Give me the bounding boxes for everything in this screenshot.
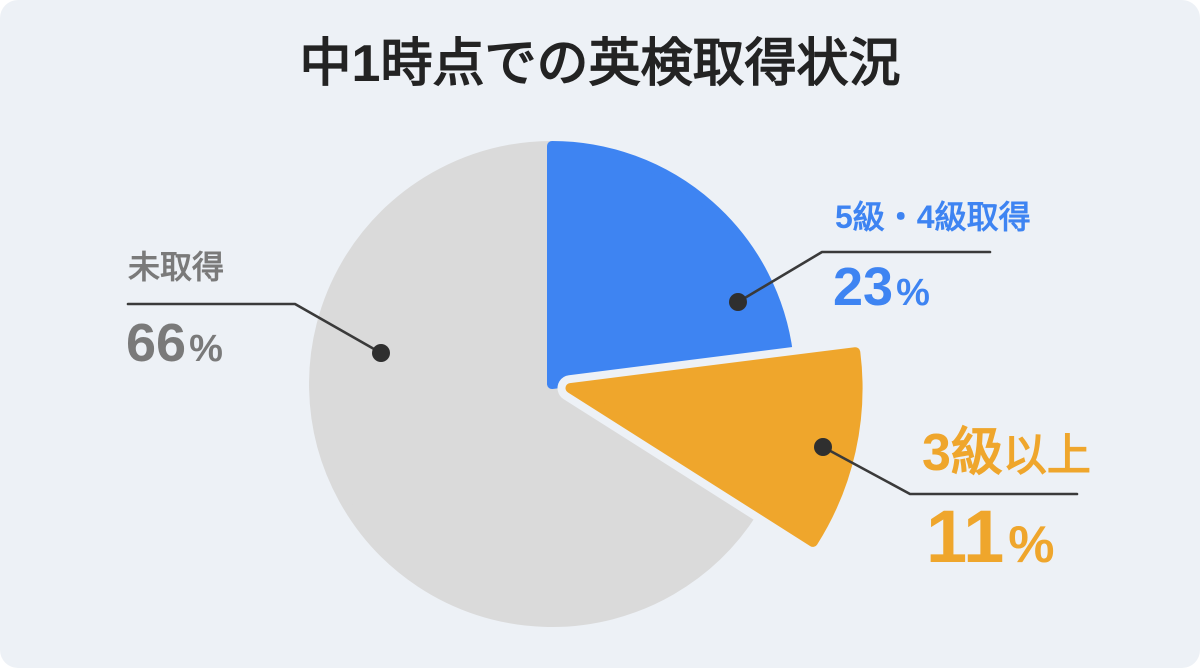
pie-slice-grade3plus <box>565 347 863 547</box>
anchor-dot-grade5-4 <box>729 293 747 311</box>
slice-percent-number: 11 <box>926 495 1005 578</box>
chart-title: 中1時点での英検取得状況 <box>299 35 901 93</box>
slice-label-not-acquired: 未取得 <box>128 249 225 285</box>
percent-sign: % <box>189 328 223 370</box>
leader-line-grade5-4 <box>736 250 992 304</box>
slice-value-grade3plus: 11% <box>922 500 1091 574</box>
anchor-dot-grade3plus <box>814 438 832 456</box>
slice-label-grade3plus: 3級以上 <box>922 427 1091 479</box>
slice-label-grade5-4: 5級・4級取得 <box>835 199 1031 235</box>
callout-grade5-4: 5級・4級取得 23% <box>833 201 1031 314</box>
slice-value-grade5-4: 23% <box>833 260 1031 314</box>
percent-sign: % <box>1008 516 1055 574</box>
leader-line-grade3plus <box>821 445 1079 496</box>
callout-grade3plus: 3級以上 11% <box>922 427 1091 574</box>
slice-label-suffix: 以上 <box>1002 431 1091 480</box>
anchor-dot-not-acquired <box>372 344 390 362</box>
leader-line-not-acquired <box>126 302 383 355</box>
percent-sign: % <box>896 272 930 314</box>
callout-not-acquired: 未取得 66% <box>126 251 224 370</box>
slice-value-not-acquired: 66% <box>126 316 224 370</box>
slice-label-main: 3級 <box>922 424 1003 482</box>
slice-percent-number: 66 <box>126 313 187 373</box>
pie-slice-grade5-4 <box>547 141 794 389</box>
pie-slice-not-acquired <box>309 141 758 627</box>
slice-percent-number: 23 <box>833 257 894 317</box>
